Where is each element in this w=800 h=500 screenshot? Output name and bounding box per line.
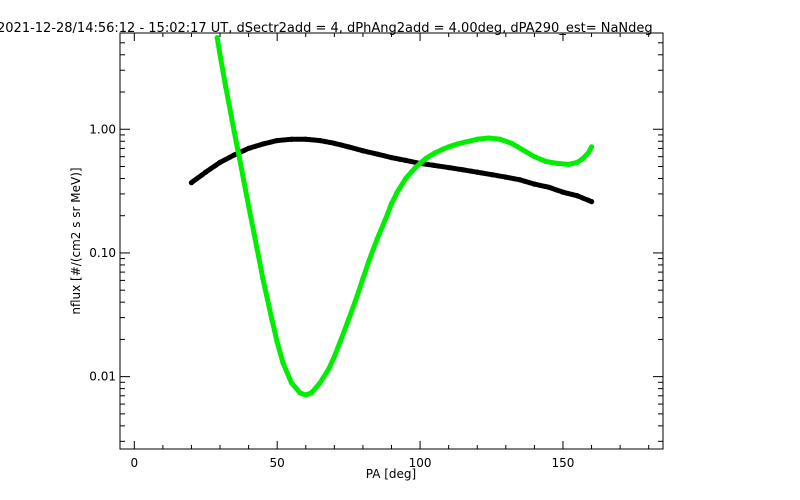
- data-marks: [188, 35, 595, 398]
- data-point: [388, 201, 395, 207]
- x-tick-label: 150: [552, 456, 575, 470]
- data-point: [346, 144, 352, 150]
- plot-area: 0 50 100 150 0.01 0.10 1.00: [89, 32, 664, 470]
- data-point: [488, 171, 495, 178]
- data-point: [588, 199, 595, 205]
- data-point: [214, 35, 220, 41]
- data-point: [274, 339, 280, 345]
- data-point: [374, 151, 380, 157]
- data-point: [546, 184, 552, 190]
- data-point: [260, 276, 266, 282]
- data-point: [574, 193, 580, 199]
- data-point: [354, 293, 360, 299]
- data-point: [431, 162, 437, 169]
- data-point: [554, 160, 560, 166]
- chart-title: 2021-12-28/14:56:12 - 15:02:17 UT, dSect…: [0, 21, 653, 36]
- data-point: [346, 316, 352, 323]
- data-point: [446, 144, 452, 150]
- x-tick-label: 0: [130, 456, 138, 470]
- data-point: [246, 203, 252, 209]
- data-point: [517, 177, 523, 183]
- data-point: [231, 129, 237, 135]
- data-point: [520, 147, 526, 153]
- data-point: [331, 140, 337, 146]
- data-point: [560, 189, 566, 195]
- series-line-1: [214, 35, 595, 398]
- data-point: [440, 146, 446, 152]
- data-point: [566, 161, 572, 167]
- data-point: [274, 137, 280, 144]
- data-point: [331, 354, 337, 360]
- data-point: [217, 52, 223, 58]
- data-point: [531, 181, 537, 187]
- data-point: [308, 390, 315, 396]
- data-point: [508, 140, 515, 146]
- data-point: [246, 145, 252, 152]
- data-point: [497, 136, 503, 142]
- data-point: [337, 339, 343, 345]
- data-point: [217, 159, 223, 165]
- data-point: [460, 167, 466, 173]
- data-point: [417, 160, 423, 166]
- data-point: [394, 189, 400, 195]
- y-tick-label: 1.00: [89, 122, 116, 136]
- data-point: [188, 180, 195, 186]
- data-point: [288, 380, 295, 386]
- series-line-0: [188, 136, 595, 205]
- data-point: [580, 155, 586, 162]
- data-point: [383, 215, 389, 222]
- data-point: [574, 159, 580, 165]
- data-point: [360, 148, 366, 154]
- data-point: [288, 136, 295, 142]
- data-point: [454, 141, 460, 147]
- data-point: [223, 84, 229, 90]
- data-point: [543, 158, 549, 164]
- data-point: [431, 150, 437, 156]
- y-axis-label: nflux [#/(cm2 s sr MeV)]: [69, 167, 83, 314]
- x-axis-label: PA [deg]: [366, 467, 416, 481]
- data-point: [388, 154, 395, 161]
- axis-ticks: 0 50 100 150 0.01 0.10 1.00: [89, 32, 663, 470]
- data-point: [366, 259, 372, 265]
- plot-frame: [119, 32, 664, 450]
- data-point: [268, 315, 275, 321]
- data-point: [588, 144, 595, 150]
- data-point: [326, 366, 332, 372]
- data-point: [374, 236, 380, 242]
- data-point: [360, 276, 366, 282]
- data-point: [403, 175, 409, 182]
- data-point: [203, 169, 209, 175]
- data-point: [260, 141, 266, 147]
- data-point: [463, 139, 469, 145]
- data-point: [411, 166, 417, 172]
- y-tick-label: 0.10: [89, 246, 116, 260]
- data-point: [251, 232, 257, 238]
- data-point: [474, 169, 480, 175]
- data-point: [303, 392, 309, 398]
- x-tick-label: 100: [409, 456, 432, 470]
- data-point: [423, 155, 429, 162]
- data-point: [403, 157, 409, 163]
- x-tick-label: 50: [270, 456, 285, 470]
- data-point: [503, 174, 509, 180]
- data-point: [486, 135, 492, 141]
- y-tick-label: 0.01: [89, 370, 116, 384]
- data-point: [446, 164, 452, 171]
- data-point: [297, 390, 303, 396]
- data-point: [474, 136, 480, 142]
- data-point: [303, 136, 309, 142]
- data-point: [531, 154, 537, 160]
- data-point: [317, 380, 323, 386]
- data-point: [231, 152, 237, 158]
- data-point: [280, 359, 286, 366]
- data-point: [586, 149, 592, 155]
- data-point: [240, 173, 246, 179]
- data-point: [317, 137, 323, 144]
